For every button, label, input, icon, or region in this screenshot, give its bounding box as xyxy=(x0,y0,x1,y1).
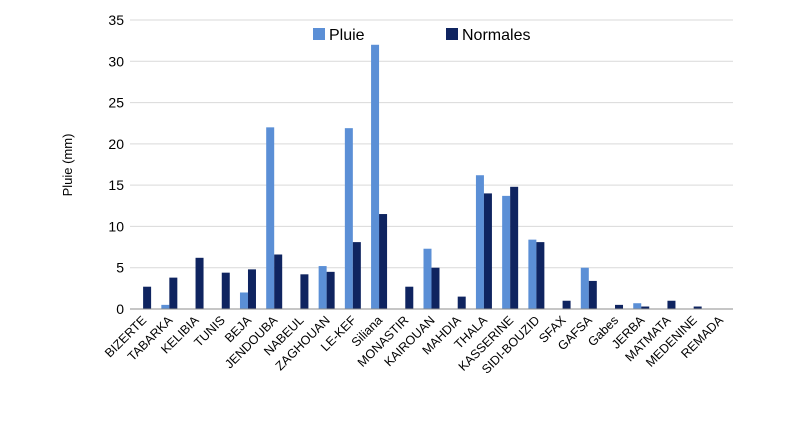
bar-normales-kairouan xyxy=(431,267,440,309)
bar-pluie-zaghouan xyxy=(318,266,327,309)
bar-pluie-tabarka xyxy=(161,304,170,309)
bar-normales-jendouba xyxy=(274,254,283,309)
bar-pluie-siliana xyxy=(371,44,380,310)
legend: Pluie Normales xyxy=(313,27,530,44)
bar-pluie-jendouba xyxy=(266,127,275,309)
bar-pluie-thala xyxy=(475,175,484,309)
legend-label-pluie: Pluie xyxy=(329,27,365,44)
bar-pluie-kasserine xyxy=(502,195,511,309)
bar-normales-tunis xyxy=(221,272,230,309)
bar-normales-le-kef xyxy=(352,242,361,309)
bar-normales-nabeul xyxy=(300,274,309,309)
bar-normales-thala xyxy=(483,193,492,309)
bar-normales-mahdia xyxy=(457,296,466,309)
y-tick-label: 35 xyxy=(108,12,124,28)
bar-normales-kasserine xyxy=(510,186,519,309)
bar-normales-jerba xyxy=(641,306,650,309)
y-tick-label: 30 xyxy=(108,53,124,69)
legend-swatch-normales xyxy=(446,28,458,40)
bar-normales-gabes xyxy=(615,304,624,309)
bar-normales-sidi-bouzid xyxy=(536,242,545,309)
bar-normales-tabarka xyxy=(169,277,178,309)
y-tick-label: 10 xyxy=(108,218,124,234)
bar-normales-zaghouan xyxy=(326,271,335,309)
bar-normales-bizerte xyxy=(143,286,152,309)
bar-pluie-jerba xyxy=(633,303,642,309)
bar-pluie-kairouan xyxy=(423,248,432,309)
legend-swatch-pluie xyxy=(313,28,325,40)
bar-pluie-gafsa xyxy=(580,267,589,309)
y-axis-title: Pluie (mm) xyxy=(60,134,75,197)
bar-pluie-le-kef xyxy=(344,128,353,309)
bar-normales-kelibia xyxy=(195,257,204,309)
bar-normales-siliana xyxy=(379,214,388,309)
bar-normales-sfax xyxy=(562,300,571,309)
axes: 05101520253035BIZERTETABARKAKELIBIATUNIS… xyxy=(102,12,733,377)
bar-normales-medenine xyxy=(693,306,702,309)
y-tick-label: 25 xyxy=(108,95,124,111)
gridlines xyxy=(130,19,733,310)
legend-label-normales: Normales xyxy=(462,27,530,44)
y-tick-label: 15 xyxy=(108,177,124,193)
bar-normales-gafsa xyxy=(588,280,597,309)
bar-pluie-beja xyxy=(239,292,248,309)
y-tick-label: 0 xyxy=(116,301,124,317)
bars xyxy=(143,44,702,310)
bar-pluie-sidi-bouzid xyxy=(528,239,537,309)
bar-normales-monastir xyxy=(405,286,414,309)
y-tick-label: 20 xyxy=(108,136,124,152)
bar-normales-matmata xyxy=(667,300,676,309)
bar-normales-beja xyxy=(247,269,256,309)
y-tick-label: 5 xyxy=(116,260,124,276)
